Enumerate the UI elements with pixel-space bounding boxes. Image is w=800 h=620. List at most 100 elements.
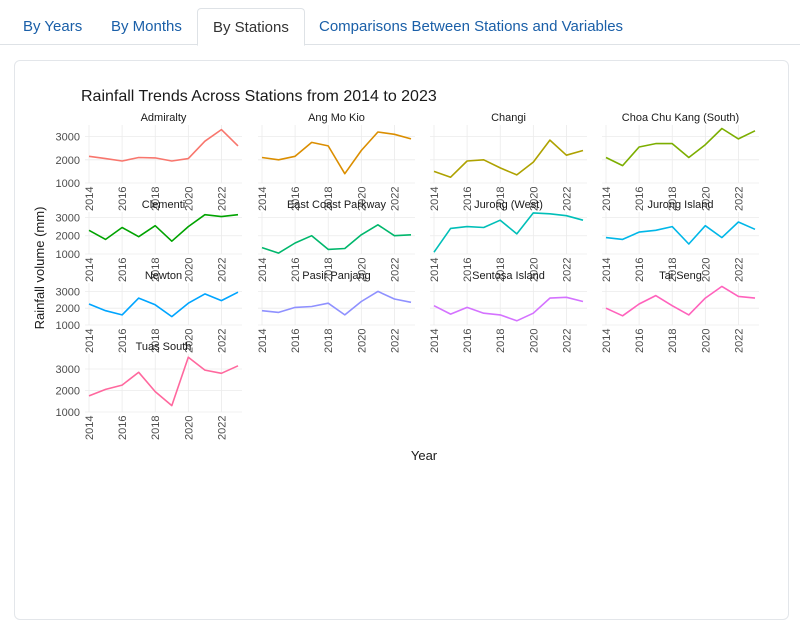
facet-strip-label: Clementi bbox=[142, 199, 185, 211]
x-tick-label: 2014 bbox=[84, 416, 96, 440]
x-tick-label: 2014 bbox=[257, 187, 269, 211]
x-tick-label: 2022 bbox=[216, 258, 228, 282]
facet-tai-seng: Tai Seng 2014 2016 2018 2020 2022 bbox=[601, 270, 759, 353]
x-tick-label: 2018 bbox=[323, 258, 335, 282]
x-tick-label: 2020 bbox=[183, 258, 195, 282]
facet-choa-chu-kang-south: Choa Chu Kang (South) 2014 2016 2018 2020 202… bbox=[601, 112, 759, 211]
x-tick-label: 2020 bbox=[528, 329, 540, 353]
facet-east-coast-parkway: East Coast Parkway 2014 2016 2018 2020 2022 bbox=[257, 199, 415, 282]
y-tick-label: 1000 bbox=[56, 320, 80, 332]
tab-comparisons[interactable]: Comparisons Between Stations and Variabl… bbox=[319, 18, 624, 35]
facet-strip-label: Jurong (West) bbox=[474, 199, 543, 211]
x-tick-label: 2014 bbox=[257, 329, 269, 353]
faceted-line-chart: Rainfall Trends Across Stations from 201… bbox=[32, 88, 759, 463]
x-tick-label: 2014 bbox=[84, 187, 96, 211]
x-tick-label: 2014 bbox=[429, 187, 441, 211]
x-tick-label: 2020 bbox=[356, 187, 368, 211]
facet-admiralty: Admiralty 1000 2000 3000 2014 2016 2018 2020 202… bbox=[56, 112, 242, 211]
y-tick-label: 1000 bbox=[56, 178, 80, 190]
x-tick-label: 2016 bbox=[117, 416, 129, 440]
series-line bbox=[88, 213, 239, 242]
facet-strip-label: Newton bbox=[145, 270, 182, 282]
series-line bbox=[433, 212, 584, 253]
x-tick-label: 2018 bbox=[495, 258, 507, 282]
facet-pasir-panjang: Pasir Panjang 2014 2016 2018 2020 2022 bbox=[257, 270, 415, 353]
facet-strip-label: Choa Chu Kang (South) bbox=[622, 112, 739, 124]
x-tick-label: 2016 bbox=[462, 187, 474, 211]
series-line bbox=[88, 128, 239, 162]
x-tick-label: 2016 bbox=[462, 329, 474, 353]
y-tick-label: 3000 bbox=[56, 212, 80, 224]
facet-strip-label: Jurong Island bbox=[647, 199, 713, 211]
x-tick-label: 2022 bbox=[389, 329, 401, 353]
x-tick-label: 2020 bbox=[183, 187, 195, 211]
x-tick-label: 2014 bbox=[429, 258, 441, 282]
x-tick-label: 2022 bbox=[216, 416, 228, 440]
facet-clementi: Clementi 1000 2000 3000 2014 2016 2018 2020 2022 bbox=[56, 199, 242, 282]
facet-changi: Changi 2014 2016 2018 2020 2022 bbox=[429, 112, 587, 211]
y-tick-label: 2000 bbox=[56, 303, 80, 315]
x-tick-label: 2018 bbox=[495, 187, 507, 211]
facet-grid: Admiralty 1000 2000 3000 2014 2016 2018 2020 202… bbox=[56, 112, 759, 440]
tab-by-months[interactable]: By Months bbox=[111, 18, 182, 35]
y-tick-label: 2000 bbox=[56, 155, 80, 167]
tab-by-years[interactable]: By Years bbox=[23, 18, 83, 35]
x-tick-label: 2022 bbox=[389, 258, 401, 282]
x-tick-label: 2022 bbox=[561, 329, 573, 353]
facet-jurong-west: Jurong (West) 2014 2016 2018 2020 2022 bbox=[429, 199, 587, 282]
x-tick-label: 2016 bbox=[117, 258, 129, 282]
x-tick-label: 2014 bbox=[601, 187, 613, 211]
y-tick-label: 1000 bbox=[56, 407, 80, 419]
y-tick-label: 2000 bbox=[56, 231, 80, 243]
y-tick-label: 1000 bbox=[56, 249, 80, 261]
series-line bbox=[88, 291, 239, 318]
facet-tuas-south: Tuas South 1000 2000 3000 2014 2016 2018 2020 20… bbox=[56, 341, 242, 440]
series-line bbox=[261, 131, 412, 175]
x-tick-label: 2020 bbox=[528, 258, 540, 282]
facet-newton: Newton 1000 2000 3000 2014 2016 2018 2020 2022 bbox=[56, 270, 242, 353]
x-tick-label: 2014 bbox=[601, 258, 613, 282]
x-tick-label: 2018 bbox=[323, 187, 335, 211]
facet-strip-label: Ang Mo Kio bbox=[308, 112, 365, 124]
y-tick-label: 3000 bbox=[56, 132, 80, 144]
tab-by-stations[interactable]: By Stations bbox=[197, 8, 305, 46]
facet-ang-mo-kio: Ang Mo Kio 2014 2016 2018 2020 2022 bbox=[257, 112, 415, 211]
x-tick-label: 2016 bbox=[462, 258, 474, 282]
x-tick-label: 2014 bbox=[257, 258, 269, 282]
facet-strip-label: Tuas South bbox=[136, 341, 192, 353]
x-tick-label: 2022 bbox=[733, 258, 745, 282]
x-tick-label: 2022 bbox=[561, 187, 573, 211]
series-line bbox=[261, 290, 412, 316]
tab-bar: By Years By Months By Stations Compariso… bbox=[0, 0, 800, 46]
x-tick-label: 2014 bbox=[84, 329, 96, 353]
x-tick-label: 2018 bbox=[150, 258, 162, 282]
x-tick-label: 2022 bbox=[733, 187, 745, 211]
series-line bbox=[88, 356, 239, 407]
x-tick-label: 2020 bbox=[183, 416, 195, 440]
x-tick-label: 2016 bbox=[290, 258, 302, 282]
facet-strip-label: Changi bbox=[491, 112, 526, 124]
x-tick-label: 2018 bbox=[667, 258, 679, 282]
x-tick-label: 2022 bbox=[733, 329, 745, 353]
chart-title: Rainfall Trends Across Stations from 201… bbox=[81, 88, 437, 105]
x-tick-label: 2020 bbox=[356, 258, 368, 282]
x-tick-label: 2022 bbox=[389, 187, 401, 211]
series-line bbox=[433, 139, 584, 178]
y-axis-label: Rainfall volume (mm) bbox=[32, 207, 47, 330]
x-axis-label: Year bbox=[411, 448, 438, 463]
series-line bbox=[605, 127, 756, 167]
x-tick-label: 2018 bbox=[323, 329, 335, 353]
x-tick-label: 2018 bbox=[667, 329, 679, 353]
x-tick-label: 2022 bbox=[561, 258, 573, 282]
x-tick-label: 2016 bbox=[290, 187, 302, 211]
facet-sentosa-island: Sentosa Island 2014 2016 2018 2020 2022 bbox=[429, 270, 587, 353]
x-tick-label: 2016 bbox=[117, 329, 129, 353]
y-tick-label: 3000 bbox=[56, 364, 80, 376]
y-tick-label: 2000 bbox=[56, 386, 80, 398]
facet-jurong-island: Jurong Island 2014 2016 2018 2020 2022 bbox=[601, 199, 759, 282]
facet-strip-label: Admiralty bbox=[141, 112, 187, 124]
x-tick-label: 2016 bbox=[117, 187, 129, 211]
x-tick-label: 2020 bbox=[183, 329, 195, 353]
x-tick-label: 2018 bbox=[495, 329, 507, 353]
x-tick-label: 2022 bbox=[216, 187, 228, 211]
